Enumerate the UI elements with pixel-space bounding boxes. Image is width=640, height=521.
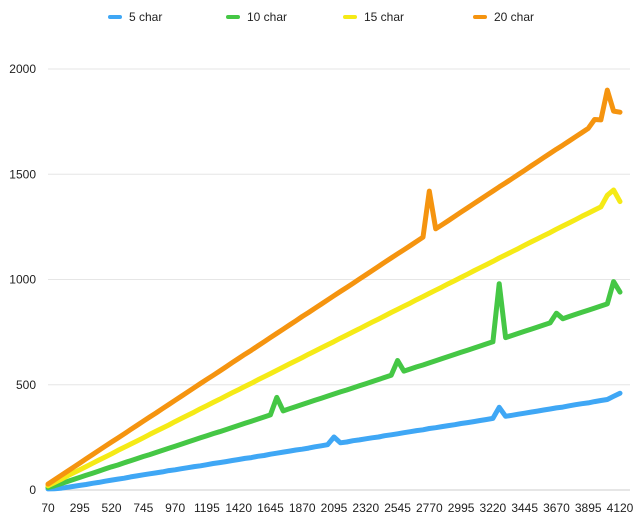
x-tick-label: 2770 — [416, 501, 443, 515]
series-line-10-char — [45, 279, 623, 490]
legend-label: 15 char — [364, 10, 404, 24]
series-lines — [45, 87, 623, 492]
legend-label: 20 char — [494, 10, 534, 24]
series-line-5-char — [45, 390, 623, 492]
x-tick-label: 2995 — [448, 501, 475, 515]
series-line-15-char — [45, 187, 623, 489]
x-axis-ticks: 70 295 520 745 970 1195 1420 1645 1870 2095 2320 25… — [41, 501, 633, 515]
legend: 5 char 10 char 15 char 20 char — [108, 10, 534, 24]
x-tick-label: 970 — [165, 501, 185, 515]
y-axis-ticks: 0 500 1000 1500 2000 — [9, 62, 36, 497]
legend-item: 20 char — [473, 10, 534, 24]
x-tick-label: 1195 — [194, 501, 220, 515]
series-line-20-char — [45, 87, 623, 487]
x-tick-label: 1645 — [257, 501, 284, 515]
y-tick-label: 0 — [29, 483, 36, 497]
x-tick-label: 745 — [133, 501, 153, 515]
x-tick-label: 2320 — [352, 501, 379, 515]
x-tick-label: 2545 — [384, 501, 411, 515]
legend-item: 15 char — [343, 10, 404, 24]
legend-item: 10 char — [226, 10, 287, 24]
y-tick-label: 2000 — [9, 62, 36, 76]
x-tick-label: 3895 — [575, 501, 602, 515]
x-tick-label: 3220 — [480, 501, 507, 515]
legend-item: 5 char — [108, 10, 162, 24]
gridlines — [48, 68, 630, 491]
x-tick-label: 2095 — [321, 501, 348, 515]
legend-label: 5 char — [129, 10, 162, 24]
x-tick-label: 1420 — [225, 501, 252, 515]
x-tick-label: 3670 — [543, 501, 570, 515]
y-tick-label: 500 — [16, 378, 36, 392]
legend-label: 10 char — [247, 10, 287, 24]
x-tick-label: 4120 — [607, 501, 634, 515]
y-tick-label: 1000 — [9, 273, 36, 287]
x-tick-label: 520 — [102, 501, 122, 515]
y-tick-label: 1500 — [9, 167, 36, 181]
x-tick-label: 70 — [41, 501, 55, 515]
x-tick-label: 295 — [70, 501, 90, 515]
x-tick-label: 1870 — [289, 501, 316, 515]
x-tick-label: 3445 — [511, 501, 538, 515]
